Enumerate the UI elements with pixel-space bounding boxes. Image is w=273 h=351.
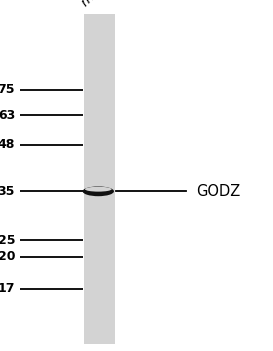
- Text: 75: 75: [0, 83, 15, 96]
- Bar: [84, 14, 115, 344]
- Ellipse shape: [82, 186, 114, 196]
- Text: 48: 48: [0, 138, 15, 151]
- Text: 35: 35: [0, 185, 15, 198]
- Text: muscle: muscle: [78, 0, 121, 9]
- Ellipse shape: [85, 187, 112, 192]
- Text: 20: 20: [0, 250, 15, 264]
- Text: GODZ: GODZ: [197, 184, 241, 199]
- Text: 17: 17: [0, 282, 15, 295]
- Text: 63: 63: [0, 108, 15, 122]
- Text: 25: 25: [0, 234, 15, 247]
